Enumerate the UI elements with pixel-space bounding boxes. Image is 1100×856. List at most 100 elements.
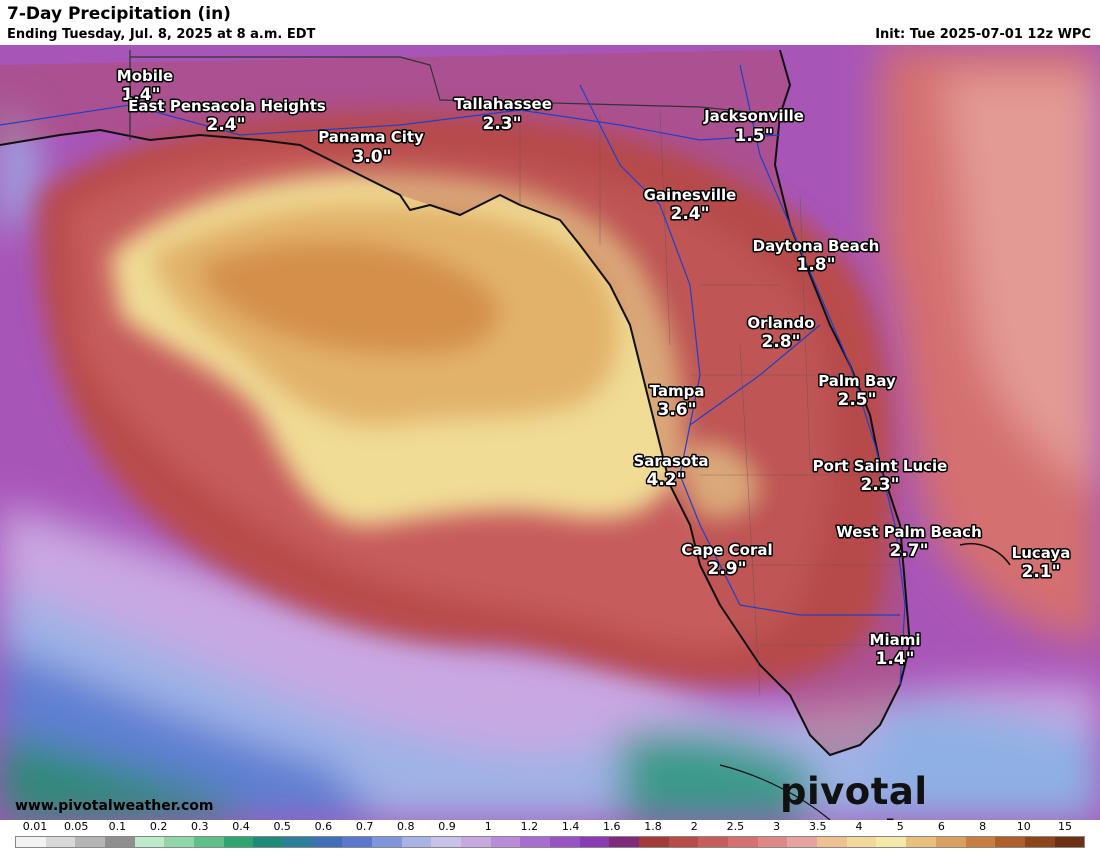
legend-tick-label: 4 [855, 820, 863, 833]
legend-tick-label: 2 [690, 820, 698, 833]
keys-coast [719, 764, 831, 820]
legend-swatch [253, 837, 284, 847]
coastline [0, 49, 911, 756]
legend-swatch [728, 837, 758, 847]
svg-text:2.3": 2.3" [861, 475, 900, 495]
svg-text:3.0": 3.0" [353, 147, 392, 167]
svg-text:2.7": 2.7" [890, 541, 929, 561]
svg-text:3.6": 3.6" [658, 400, 697, 420]
svg-text:2.8": 2.8" [762, 332, 801, 352]
svg-text:Daytona Beach: Daytona Beach [753, 237, 880, 255]
svg-text:West Palm Beach: West Palm Beach [836, 523, 982, 541]
legend-swatch [846, 837, 877, 847]
legend-swatch [995, 837, 1025, 847]
color-legend: 0.01 0.05 0.1 0.2 0.3 0.4 0.5 0.6 0.7 0.8 0.9 1 1.2 1… [0, 820, 1100, 850]
legend-swatch [16, 837, 46, 847]
legend-swatch [283, 837, 313, 847]
legend-tick-label: 0.4 [232, 820, 250, 833]
legend-swatch [105, 837, 135, 847]
legend-swatch [431, 837, 462, 847]
svg-text:Gainesville: Gainesville [644, 186, 737, 204]
legend-swatch [579, 837, 610, 847]
svg-text:Port Saint Lucie: Port Saint Lucie [813, 457, 948, 475]
legend-swatch [639, 837, 669, 847]
legend-swatch [698, 837, 729, 847]
legend-swatch [312, 837, 343, 847]
legend-swatch [164, 837, 195, 847]
svg-text:Jacksonville: Jacksonville [703, 107, 804, 125]
legend-tick-label: 1 [484, 820, 492, 833]
legend-swatch [1054, 837, 1085, 847]
header: 7-Day Precipitation (in) Ending Tuesday,… [0, 0, 1100, 45]
legend-tick-label: 1.8 [644, 820, 662, 833]
svg-text:2.4": 2.4" [671, 204, 710, 224]
legend-swatch [223, 837, 254, 847]
legend-swatch [490, 837, 521, 847]
legend-swatch [550, 837, 580, 847]
svg-text:Miami: Miami [870, 631, 921, 649]
legend-swatch [194, 837, 224, 847]
svg-text:2.5": 2.5" [838, 390, 877, 410]
legend-swatch [45, 837, 76, 847]
legend-swatch [134, 837, 165, 847]
legend-swatch [965, 837, 996, 847]
legend-swatch [787, 837, 818, 847]
valid-time: Ending Tuesday, Jul. 8, 2025 at 8 a.m. E… [7, 27, 316, 42]
legend-swatch [817, 837, 847, 847]
svg-text:1.4": 1.4" [876, 649, 915, 669]
svg-text:2.9": 2.9" [708, 559, 747, 579]
legend-swatch [75, 837, 106, 847]
legend-tick-label: 10 [1016, 820, 1031, 833]
land-overlay [0, 50, 910, 755]
legend-tick-label: 0.1 [108, 820, 127, 833]
svg-text:Palm Bay: Palm Bay [818, 372, 896, 390]
legend-tick-label: 15 [1058, 820, 1072, 833]
legend-swatch [520, 837, 551, 847]
svg-text:1.4": 1.4" [122, 85, 161, 105]
precip-field-low [0, 105, 1100, 820]
svg-text:Cape Coral: Cape Coral [681, 541, 772, 559]
interstates [0, 64, 906, 686]
svg-text:Lucaya: Lucaya [1012, 544, 1071, 562]
bahamas-coast [959, 543, 1011, 566]
svg-text:East Pensacola Heights: East Pensacola Heights [128, 97, 326, 115]
legend-swatch [876, 837, 907, 847]
legend-tick-label: 8 [979, 820, 987, 833]
svg-text:4.2": 4.2" [647, 470, 686, 490]
legend-tick-label: 3 [773, 820, 781, 833]
svg-text:2.4": 2.4" [207, 115, 246, 135]
legend-swatch [906, 837, 936, 847]
legend-swatch [401, 837, 432, 847]
svg-text:2.1": 2.1" [1022, 562, 1061, 582]
precipitation-map: Mobile 1.4" East Pensacola Heights 2.4" Ta… [0, 45, 1100, 820]
legend-swatch [461, 837, 491, 847]
legend-tick-label: 3.5 [809, 820, 827, 833]
legend-tick-label: 0.2 [149, 820, 168, 833]
legend-swatch [668, 837, 699, 847]
legend-tick-label: 0.7 [355, 820, 374, 833]
legend-tick-label: 0.9 [438, 820, 456, 833]
legend-tick-label: 5 [896, 820, 904, 833]
legend-tick-label: 2.5 [726, 820, 745, 833]
legend-swatch [1024, 837, 1055, 847]
legend-swatch [757, 837, 788, 847]
state-border-fl-ga-al [130, 56, 781, 116]
legend-colorbar [15, 836, 1085, 848]
legend-tick-label: 1.6 [603, 820, 621, 833]
